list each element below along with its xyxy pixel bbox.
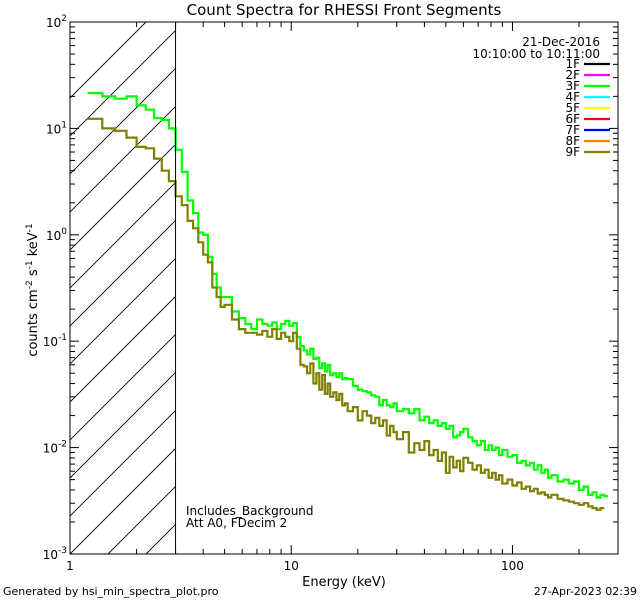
axis-ticks [69, 22, 619, 555]
hatch-line [70, 181, 176, 289]
series-9F [87, 117, 605, 511]
legend-item-8F: 8F [565, 134, 610, 148]
legend-item-4F: 4F [565, 90, 610, 104]
legend-label: 4F [565, 90, 580, 104]
legend-label: 3F [565, 79, 580, 93]
legend-label: 5F [565, 101, 580, 115]
hatch-line [70, 105, 176, 213]
hatch-line [70, 219, 176, 327]
hatch-line [70, 371, 176, 479]
time-range-label: 10:10:00 to 10:11:00 [473, 47, 600, 61]
legend-label: 7F [565, 123, 580, 137]
y-tick-label: 102 [46, 14, 67, 30]
legend-item-3F: 3F [565, 79, 610, 93]
annotation-attenuator: Att A0, FDecim 2 [186, 516, 287, 530]
hatch-line [450, 22, 640, 554]
chart-title: Count Spectra for RHESSI Front Segments [187, 1, 502, 19]
hatch-line [70, 447, 176, 554]
legend-label: 9F [565, 145, 580, 159]
hatch-line [70, 67, 176, 175]
y-tick-label: 100 [46, 227, 67, 243]
legend-item-9F: 9F [565, 145, 610, 159]
hatch-line [374, 22, 640, 554]
hatch-line [70, 29, 176, 137]
legend-item-1F: 1F [565, 57, 610, 71]
hatch-line [488, 22, 640, 554]
legend-label: 2F [565, 68, 580, 82]
hatch-line [70, 295, 176, 403]
date-label: 21-Dec-2016 [522, 35, 600, 49]
y-tick-label: 101 [46, 120, 67, 136]
plot-frame [69, 21, 619, 555]
annotation-background: Includes_Background [186, 504, 314, 518]
hatch-line [70, 257, 176, 365]
y-tick-labels: 10-3 10-2 10-1 100 101 102 [43, 14, 68, 562]
footer-date-stamp: 27-Apr-2023 02:39 [534, 585, 637, 598]
x-axis-label: Energy (keV) [302, 575, 386, 590]
x-tick-label: 10 [284, 559, 299, 573]
x-tick-labels: 1 10 100 [66, 559, 524, 573]
x-tick-label: 1 [66, 559, 74, 573]
legend-label: 6F [565, 112, 580, 126]
y-tick-label: 10-1 [43, 333, 67, 349]
x-tick-label: 100 [501, 559, 524, 573]
hatch-line [70, 143, 176, 251]
series-3F [87, 91, 608, 499]
hatch-line [260, 22, 640, 554]
series-layer [87, 91, 608, 511]
legend-item-7F: 7F [565, 123, 610, 137]
legend-item-2F: 2F [565, 68, 610, 82]
hatch-line [107, 485, 176, 554]
hatch-line [70, 409, 176, 517]
legend-item-5F: 5F [565, 101, 610, 115]
legend-label: 8F [565, 134, 580, 148]
y-tick-label: 10-3 [43, 546, 67, 562]
hatch-line [412, 22, 640, 554]
hatched-region [70, 22, 640, 554]
generated-by-text: Generated by hsi_min_spectra_plot.pro [3, 585, 219, 598]
legend-label: 1F [565, 57, 580, 71]
hatch-line [298, 22, 640, 554]
y-axis-label: counts cm-2 s-1 keV-1 [25, 223, 41, 356]
legend-item-6F: 6F [565, 112, 610, 126]
y-tick-label: 10-2 [43, 440, 67, 456]
hatch-line [70, 22, 147, 99]
